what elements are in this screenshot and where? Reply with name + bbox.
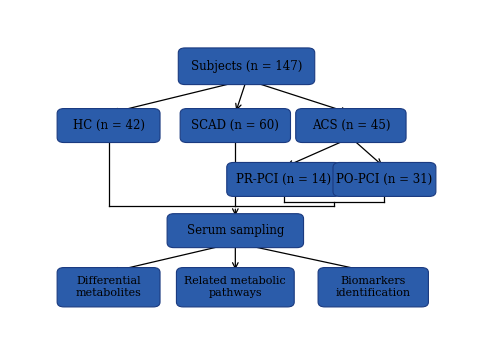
FancyBboxPatch shape [180,108,290,142]
Text: HC (n = 42): HC (n = 42) [72,119,144,132]
FancyBboxPatch shape [332,162,435,196]
FancyBboxPatch shape [226,162,340,196]
Text: Subjects (n = 147): Subjects (n = 147) [191,60,301,73]
FancyBboxPatch shape [317,267,428,307]
FancyBboxPatch shape [295,108,405,142]
Text: PR-PCI (n = 14): PR-PCI (n = 14) [236,173,331,186]
Text: SCAD (n = 60): SCAD (n = 60) [191,119,279,132]
FancyBboxPatch shape [167,214,303,248]
Text: Differential
metabolites: Differential metabolites [75,276,141,298]
FancyBboxPatch shape [57,267,160,307]
Text: Related metabolic
pathways: Related metabolic pathways [184,276,286,298]
Text: PO-PCI (n = 31): PO-PCI (n = 31) [336,173,432,186]
Text: Serum sampling: Serum sampling [186,224,283,237]
FancyBboxPatch shape [57,108,160,142]
Text: Biomarkers
identification: Biomarkers identification [335,276,410,298]
Text: ACS (n = 45): ACS (n = 45) [311,119,389,132]
FancyBboxPatch shape [178,48,314,85]
FancyBboxPatch shape [176,267,294,307]
